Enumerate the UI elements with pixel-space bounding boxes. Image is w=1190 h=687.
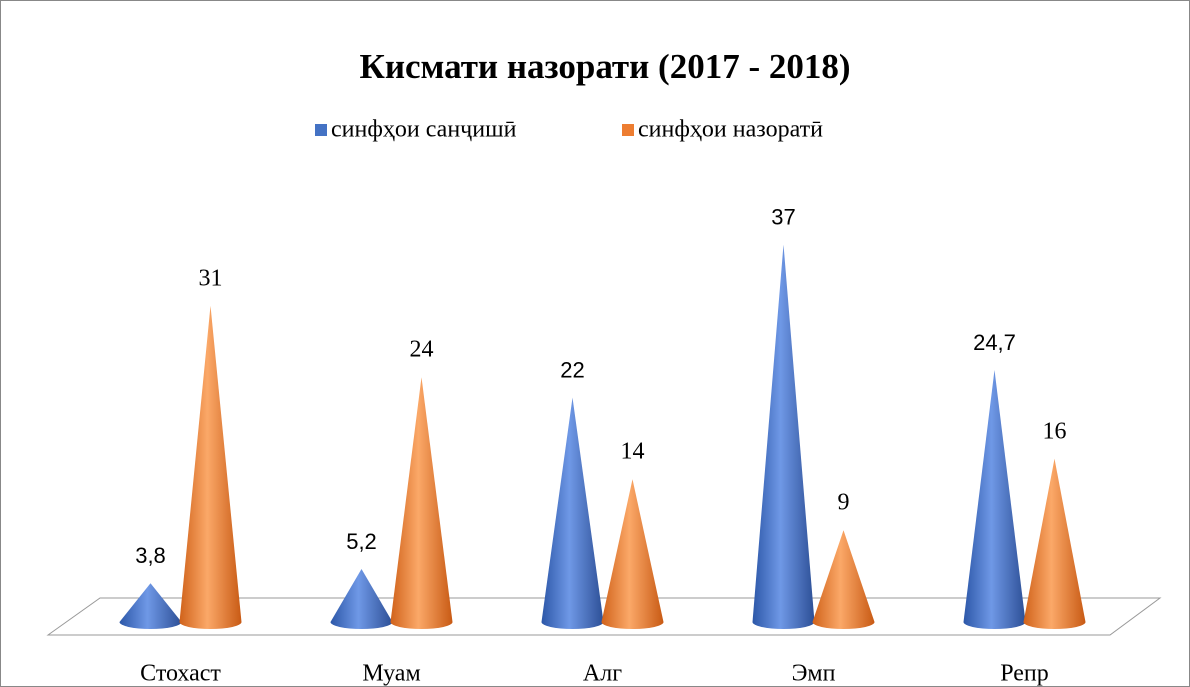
x-tick-label: Эмп xyxy=(792,661,836,687)
x-tick-label: Алг xyxy=(583,661,622,687)
cone xyxy=(541,397,604,629)
data-label: 14 xyxy=(621,439,645,465)
cone xyxy=(179,305,242,629)
legend-label: синфҳои санҷишӣ xyxy=(331,117,517,143)
data-label: 3,8 xyxy=(135,543,166,568)
x-tick-label: Муам xyxy=(362,661,420,687)
legend-swatch xyxy=(622,124,634,136)
data-label: 16 xyxy=(1043,418,1067,444)
cone xyxy=(330,568,393,629)
legend-swatch xyxy=(315,124,327,136)
data-label: 24 xyxy=(410,337,434,363)
data-label: 31 xyxy=(199,265,223,291)
x-tick-label: Репр xyxy=(1000,661,1049,687)
cone xyxy=(752,244,815,629)
data-label: 37 xyxy=(771,204,795,229)
data-label: 9 xyxy=(838,490,850,516)
cone xyxy=(812,530,875,629)
data-label: 22 xyxy=(560,357,584,382)
data-label: 5,2 xyxy=(346,529,377,554)
cone xyxy=(963,370,1026,629)
data-label: 24,7 xyxy=(973,330,1016,355)
cone xyxy=(1023,458,1086,629)
cone xyxy=(390,377,453,629)
x-tick-label: Стохаст xyxy=(140,661,221,687)
cone xyxy=(601,479,664,629)
chart-title: Кисмати назорати (2017 - 2018) xyxy=(359,47,850,86)
legend-label: синфҳои назоратӣ xyxy=(638,117,823,143)
cone xyxy=(119,583,182,629)
